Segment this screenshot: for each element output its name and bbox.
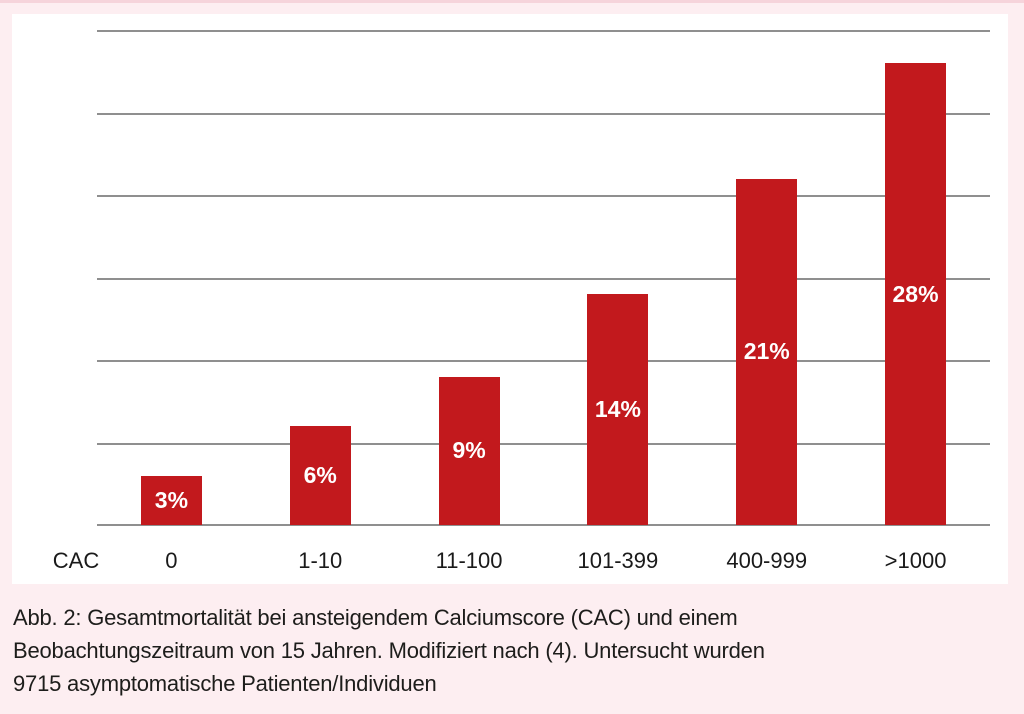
bar-value-label: 21% bbox=[743, 338, 790, 365]
bar: 9% bbox=[438, 376, 500, 525]
gridline bbox=[97, 30, 990, 32]
top-accent-line bbox=[0, 0, 1024, 3]
caption-line: 9715 asymptomatische Patienten/Individue… bbox=[13, 671, 437, 696]
x-axis-labels: 0 1-10 11-100 101-399 400-999 >1000 bbox=[97, 548, 990, 576]
bar-slot: 6% bbox=[246, 30, 395, 525]
bar: 6% bbox=[289, 426, 351, 525]
caption-line: Abb. 2: Gesamtmortalität bei ansteigende… bbox=[13, 605, 738, 630]
bar-value-label: 14% bbox=[594, 396, 641, 422]
bar-slot: 3% bbox=[97, 30, 246, 525]
x-axis-prefix-label: CAC bbox=[52, 548, 100, 573]
bar-slot: 21% bbox=[692, 30, 841, 525]
bars-row: 3% 6% 9% 14% 21% 28% bbox=[97, 30, 990, 525]
bar: 21% bbox=[736, 178, 798, 525]
x-axis-label: >1000 bbox=[884, 548, 947, 573]
bar: 3% bbox=[140, 475, 202, 525]
bar-value-label: 9% bbox=[452, 437, 486, 464]
bar-value-label: 3% bbox=[154, 486, 189, 513]
bar-value-label: 6% bbox=[303, 462, 337, 488]
bar-value-label: 28% bbox=[892, 280, 939, 307]
plot-area: 3% 6% 9% 14% 21% 28% bbox=[97, 30, 990, 526]
figure-caption: Abb. 2: Gesamtmortalität bei ansteigende… bbox=[13, 601, 1013, 700]
x-axis-line bbox=[97, 524, 990, 526]
gridline bbox=[97, 442, 990, 445]
bar: 14% bbox=[587, 294, 649, 525]
gridline bbox=[97, 277, 990, 280]
gridline bbox=[97, 360, 990, 362]
x-axis-label: 101-399 bbox=[577, 548, 659, 573]
gridline bbox=[97, 112, 990, 115]
caption-line: Beobachtungszeitraum von 15 Jahren. Modi… bbox=[13, 638, 765, 663]
bar-slot: 9% bbox=[395, 30, 544, 525]
bar-slot: 28% bbox=[841, 30, 990, 525]
x-axis-label: 11-100 bbox=[435, 548, 503, 573]
chart-panel: 3% 6% 9% 14% 21% 28% CAC 0 1-10 11-100 101-399 40… bbox=[12, 14, 1008, 584]
gridline bbox=[97, 195, 990, 197]
bar-slot: 14% bbox=[543, 30, 692, 525]
x-axis-label: 400-999 bbox=[726, 548, 808, 573]
x-axis-label: 1-10 bbox=[298, 548, 343, 573]
bar: 28% bbox=[885, 63, 947, 525]
x-axis-label: 0 bbox=[165, 548, 178, 573]
